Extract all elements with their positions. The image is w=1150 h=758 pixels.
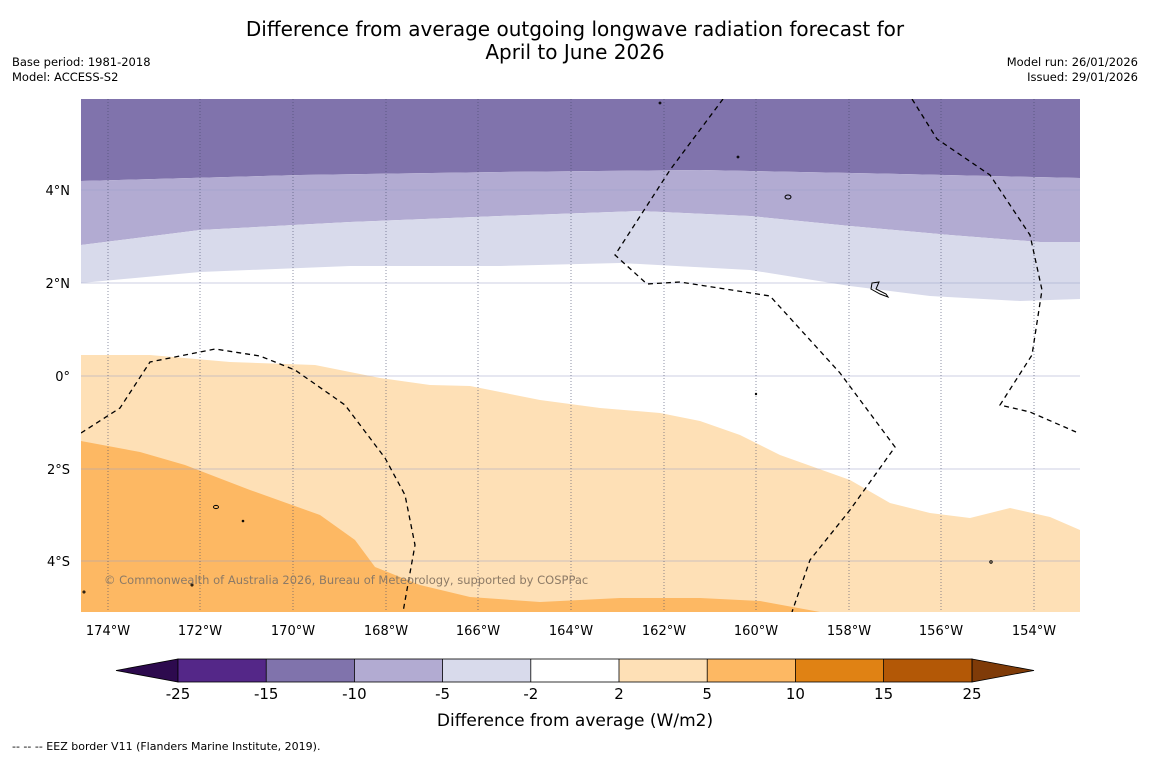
- colorbar-bin: [354, 659, 443, 682]
- lon-label: 164°W: [549, 624, 593, 639]
- colorbar-tick: -15: [254, 685, 279, 703]
- map-figure: © Commonwealth of Australia 2026, Bureau…: [46, 99, 1080, 731]
- colorbar: -25 -15 -10 -5 -2 2 5 10 15 25 Differenc…: [115, 658, 1035, 731]
- meta-left: Base period: 1981-2018 Model: ACCESS-S2: [12, 55, 151, 85]
- chart-title: Difference from average outgoing longwav…: [0, 18, 1150, 64]
- lat-label: 4°S: [47, 555, 70, 570]
- colorbar-tick: -5: [435, 685, 450, 703]
- model-run-text: Model run: 26/01/2026: [1006, 55, 1138, 69]
- title-line-2: April to June 2026: [485, 40, 665, 64]
- lon-label: 170°W: [271, 624, 315, 639]
- colorbar-tick: -10: [342, 685, 367, 703]
- lon-label: 154°W: [1012, 624, 1056, 639]
- band-minus-5-to-minus-2: [81, 211, 1080, 301]
- colorbar-tick: 5: [702, 685, 712, 703]
- band-minus-10-to-minus-5: [81, 170, 1080, 245]
- colorbar-tick: 25: [962, 685, 981, 703]
- colorbar-tick: -25: [166, 685, 191, 703]
- colorbar-tick-labels: -25 -15 -10 -5 -2 2 5 10 15 25: [166, 685, 982, 703]
- lon-label: 158°W: [827, 624, 871, 639]
- colorbar-over-triangle: [971, 658, 1035, 683]
- lat-label: 0°: [55, 370, 70, 385]
- lat-label: 2°S: [47, 463, 70, 478]
- island: [82, 590, 86, 594]
- island: [784, 194, 792, 200]
- colorbar-bin: [883, 659, 972, 682]
- eez-footnote: -- -- -- EEZ border V11 (Flanders Marine…: [12, 740, 321, 753]
- lon-label: 160°W: [734, 624, 778, 639]
- island: [989, 560, 993, 564]
- colorbar-frame: [177, 658, 973, 683]
- lon-labels: 174°W 172°W 170°W 168°W 166°W 164°W 162°…: [86, 624, 1056, 639]
- island: [658, 101, 662, 105]
- meta-right: Model run: 26/01/2026 Issued: 29/01/2026: [1007, 55, 1138, 85]
- colorbar-bin: [530, 659, 619, 682]
- colorbar-tick: -2: [523, 685, 538, 703]
- model-text: Model: ACCESS-S2: [12, 70, 119, 84]
- colorbar-dividers: [265, 659, 884, 682]
- lon-label: 174°W: [86, 624, 130, 639]
- copyright-text: © Commonwealth of Australia 2026, Bureau…: [104, 573, 588, 587]
- title-line-1: Difference from average outgoing longwav…: [245, 17, 905, 41]
- base-period-text: Base period: 1981-2018: [12, 55, 151, 69]
- colorbar-bin: [795, 659, 884, 682]
- lon-label: 162°W: [642, 624, 686, 639]
- lon-label: 168°W: [364, 624, 408, 639]
- colorbar-bin: [619, 659, 708, 682]
- lat-labels: 4°N 2°N 0° 2°S 4°S: [46, 184, 71, 570]
- island: [736, 155, 740, 159]
- band-5-to-10: [81, 441, 820, 612]
- issued-text: Issued: 29/01/2026: [1027, 70, 1138, 84]
- island: [213, 504, 219, 510]
- colorbar-bin: [442, 659, 531, 682]
- islands: [82, 101, 993, 594]
- colorbar-tick: 15: [874, 685, 893, 703]
- band-minus-15-to-minus-10: [81, 99, 1080, 181]
- lon-label: 156°W: [919, 624, 963, 639]
- eez-border-central: [614, 99, 896, 612]
- eez-borders: [81, 99, 1077, 612]
- island: [190, 583, 194, 587]
- eez-border-west: [81, 348, 416, 612]
- island: [754, 392, 758, 396]
- colorbar-label: Difference from average (W/m2): [437, 711, 713, 731]
- island: [241, 519, 245, 523]
- colorbar-bin: [266, 659, 355, 682]
- lon-label: 166°W: [456, 624, 500, 639]
- colorbar-bin: [178, 659, 267, 682]
- map-plot-area: © Commonwealth of Australia 2026, Bureau…: [81, 99, 1080, 612]
- colorbar-under-triangle: [115, 658, 179, 683]
- colorbar-tick: 10: [786, 685, 805, 703]
- lat-label: 2°N: [46, 277, 71, 292]
- island: [870, 281, 890, 299]
- colorbar-tick: 2: [614, 685, 624, 703]
- lat-label: 4°N: [46, 184, 71, 199]
- lat-gridlines: [81, 189, 1080, 562]
- colorbar-bin: [707, 659, 796, 682]
- lon-label: 172°W: [178, 624, 222, 639]
